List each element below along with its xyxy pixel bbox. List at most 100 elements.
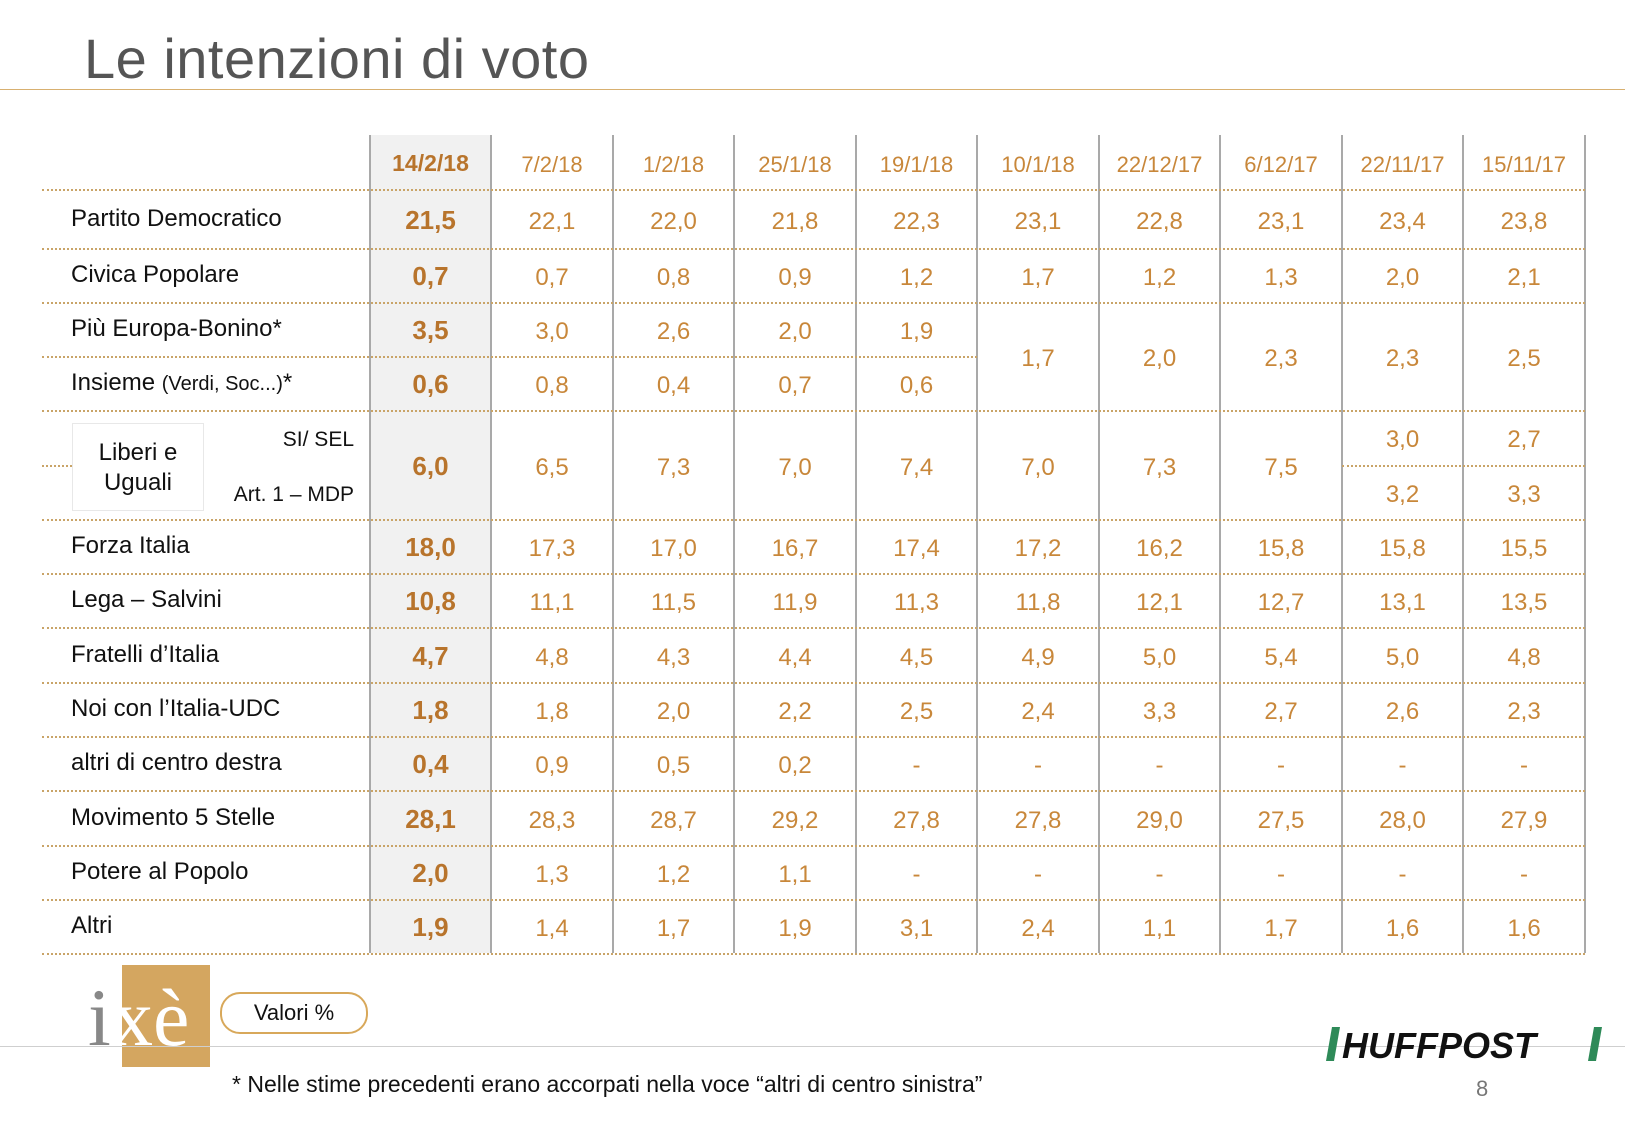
value-cell: 1,7 — [656, 915, 691, 942]
row-divider — [42, 356, 977, 358]
column-divider — [1341, 135, 1343, 953]
value-cell: - — [912, 752, 921, 779]
value-cell: 4,9 — [1021, 643, 1055, 671]
values-percent-badge: Valori % — [220, 992, 368, 1034]
value-cell: 3,3 — [1142, 698, 1177, 725]
value-cell: 0,9 — [778, 264, 812, 291]
value-cell: 2,4 — [1021, 915, 1055, 942]
row-label: Movimento 5 Stelle — [71, 803, 276, 831]
column-header: 6/12/17 — [1244, 152, 1318, 177]
value-cell: 0,8 — [535, 372, 569, 399]
row-label: Forza Italia — [71, 532, 190, 559]
value-cell: - — [1277, 752, 1285, 779]
value-cell: 4,8 — [1507, 643, 1541, 671]
merged-value-cell: 2,5 — [1507, 345, 1541, 372]
value-cell: 5,4 — [1264, 643, 1298, 671]
value-cell: 28,3 — [528, 806, 576, 834]
column-divider — [490, 135, 492, 953]
column-header: 7/2/18 — [521, 152, 583, 177]
sub-divider — [42, 464, 72, 467]
si-sel-value: 2,7 — [1507, 426, 1541, 454]
liberi-uguali-label: Liberi e Uguali — [72, 423, 204, 511]
value-cell: 21,8 — [771, 207, 819, 235]
value-cell: 22,3 — [893, 207, 940, 235]
value-cell: 11,9 — [772, 589, 818, 616]
value-cell: 2,4 — [1021, 698, 1055, 725]
value-cell: 4,8 — [535, 643, 569, 671]
value-cell: 1,3 — [1264, 264, 1298, 291]
value-cell: - — [1520, 752, 1528, 779]
value-cell: 7,0 — [778, 453, 812, 481]
vote-intentions-table: Liberi e Uguali SI/ SEL Art. 1 – MDP 14/… — [42, 135, 1586, 955]
value-cell: 7,5 — [1264, 453, 1298, 481]
value-cell: 2,0 — [412, 858, 449, 888]
value-cell: 29,0 — [1136, 806, 1183, 834]
value-cell: 21,5 — [405, 204, 456, 235]
value-cell: - — [1398, 861, 1407, 888]
value-cell: 0,4 — [656, 372, 691, 399]
value-cell: - — [1034, 861, 1042, 888]
value-cell: 5,0 — [1385, 643, 1420, 671]
row-label: Noi con l’Italia-UDC — [71, 695, 281, 722]
liberi-uguali-line2: Uguali — [103, 469, 173, 496]
value-cell: 2,1 — [1507, 264, 1541, 291]
value-cell: 6,0 — [412, 450, 449, 481]
value-cell: 1,1 — [1142, 915, 1177, 942]
sub-divider — [1342, 464, 1585, 467]
value-cell: 7,0 — [1021, 453, 1055, 481]
row-divider — [42, 845, 1585, 847]
value-cell: 27,8 — [893, 806, 940, 834]
value-cell: 5,0 — [1142, 643, 1177, 671]
value-cell: 23,1 — [1014, 207, 1062, 235]
row-label: Partito Democratico — [71, 204, 282, 232]
merged-value-cell: 1,7 — [1021, 345, 1055, 372]
highlight-column — [370, 135, 491, 953]
value-cell: 23,8 — [1500, 207, 1548, 235]
column-header: 15/11/17 — [1481, 152, 1566, 177]
value-cell: 12,1 — [1136, 589, 1183, 616]
value-cell: 1,9 — [412, 912, 449, 942]
value-cell: 1,9 — [778, 915, 812, 942]
row-label: Insieme (Verdi, Soc...)* — [71, 369, 293, 396]
row-divider — [42, 736, 1585, 738]
column-header: 25/1/18 — [758, 152, 832, 177]
footnote: * Nelle stime precedenti erano accorpati… — [232, 1071, 983, 1097]
huffpost-logo: HUFFPOST — [1326, 1025, 1602, 1063]
column-header: 22/12/17 — [1116, 152, 1203, 177]
column-header: 19/1/18 — [879, 152, 954, 177]
value-cell: 11,1 — [529, 589, 575, 616]
column-divider — [369, 135, 371, 953]
value-cell: 0,7 — [412, 261, 449, 291]
row-divider — [42, 790, 1585, 792]
row-divider — [42, 519, 1585, 521]
value-cell: 16,2 — [1136, 535, 1183, 562]
row-divider — [42, 899, 1585, 901]
si-sel-label: SI/ SEL — [282, 428, 354, 451]
value-cell: - — [1277, 861, 1285, 888]
title-divider — [0, 89, 1625, 90]
value-cell: 0,7 — [778, 372, 812, 399]
svg-text:xè: xè — [112, 972, 189, 1063]
value-cell: 2,6 — [1385, 698, 1420, 725]
ixe-logo: i xè — [88, 965, 210, 1067]
value-cell: 1,2 — [899, 264, 934, 291]
art1-mdp-value: 3,2 — [1385, 480, 1420, 508]
value-cell: - — [1398, 752, 1407, 779]
value-cell: 2,6 — [656, 318, 691, 345]
value-cell: 17,4 — [893, 535, 940, 562]
value-cell: 0,6 — [899, 372, 934, 399]
value-cell: 7,3 — [1142, 453, 1177, 481]
value-cell: 1,9 — [899, 318, 934, 345]
value-cell: 27,5 — [1257, 806, 1305, 834]
row-divider — [42, 302, 1585, 304]
value-cell: 17,2 — [1014, 535, 1062, 562]
value-cell: 17,0 — [650, 535, 697, 562]
row-divider — [42, 410, 1585, 412]
row-label: Potere al Popolo — [71, 858, 249, 885]
value-cell: 0,9 — [535, 752, 569, 779]
svg-text:i: i — [88, 972, 111, 1063]
column-divider — [1462, 135, 1464, 953]
value-cell: 28,7 — [650, 806, 697, 834]
row-divider — [42, 682, 1585, 684]
value-cell: 4,4 — [778, 643, 812, 671]
